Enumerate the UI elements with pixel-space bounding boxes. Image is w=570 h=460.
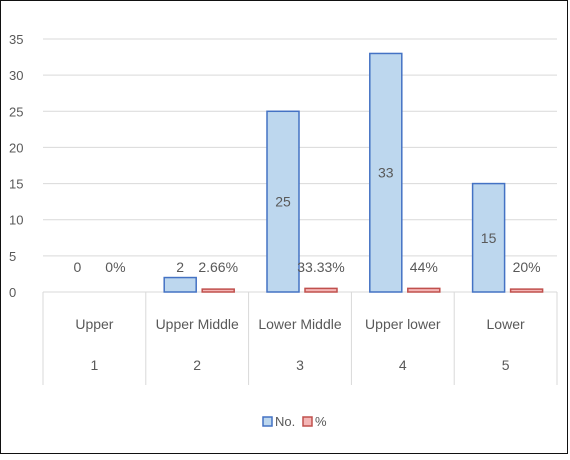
legend-label-pct: % — [315, 414, 327, 429]
bar-no — [471, 182, 506, 293]
bar-no — [163, 276, 197, 293]
data-label-pct: 33.33% — [297, 259, 344, 275]
y-tick-label: 35 — [9, 32, 23, 47]
category-number: 4 — [399, 357, 407, 373]
y-tick-label: 5 — [9, 249, 16, 264]
data-label-pct: 44% — [410, 259, 438, 275]
y-tick-label: 0 — [9, 285, 16, 300]
bar-no — [266, 110, 300, 293]
category-label: Upper Middle — [156, 316, 239, 332]
legend-swatch-pct — [302, 416, 313, 427]
y-tick-label: 15 — [9, 177, 23, 192]
y-tick-label: 10 — [9, 213, 23, 228]
category-number: 2 — [193, 357, 201, 373]
bar-pct — [304, 287, 338, 293]
category-label: Lower Middle — [258, 316, 341, 332]
legend-label-no: No. — [275, 414, 295, 429]
bar-pct — [407, 287, 441, 293]
data-label-no: 15 — [481, 230, 497, 246]
y-tick-label: 30 — [9, 68, 23, 83]
data-label-pct: 20% — [513, 259, 541, 275]
data-label-no: 2 — [176, 259, 184, 275]
data-label-no: 0 — [74, 259, 82, 275]
bar-no — [369, 52, 403, 293]
y-tick-label: 20 — [9, 140, 23, 155]
data-label-no: 33 — [378, 165, 394, 181]
category-number: 5 — [502, 357, 510, 373]
category-label: Upper lower — [365, 316, 441, 332]
category-label: Upper — [75, 316, 113, 332]
data-label-pct: 0% — [105, 259, 125, 275]
data-label-no: 25 — [275, 194, 291, 210]
y-tick-label: 25 — [9, 104, 23, 119]
category-number: 1 — [91, 357, 99, 373]
bar-pct — [509, 288, 544, 293]
category-label: Lower — [487, 316, 525, 332]
legend-swatch-no — [262, 416, 273, 427]
bar-pct — [201, 288, 235, 293]
data-label-pct: 2.66% — [198, 259, 238, 275]
category-number: 3 — [296, 357, 304, 373]
